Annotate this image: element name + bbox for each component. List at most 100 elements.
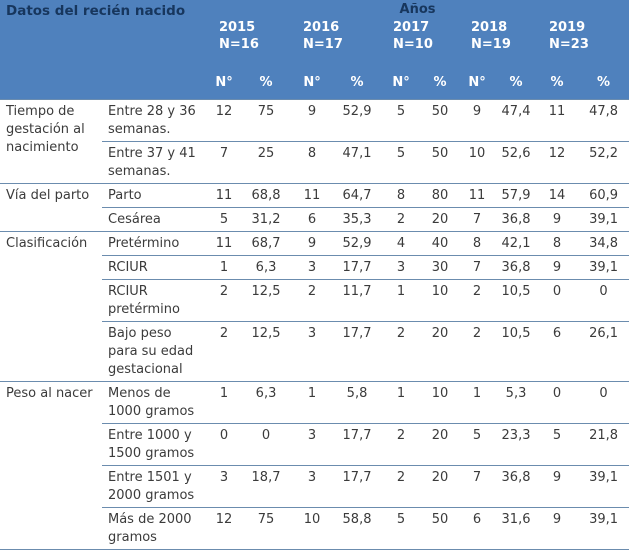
- col-header: N°: [458, 53, 497, 100]
- year-label: 2015: [219, 20, 256, 35]
- col-header: N°: [206, 53, 243, 100]
- value-cell: 5: [380, 141, 423, 184]
- table-row: Cesárea 5 31,2 6 35,3 2 20 7 36,8 9 39,1: [0, 207, 629, 232]
- value-cell: 3: [290, 423, 335, 466]
- value-cell: 52,6: [496, 141, 537, 184]
- year-n-label: N=23: [549, 37, 589, 52]
- value-cell: 9: [458, 99, 497, 142]
- table-title: Datos del recién nacido: [0, 0, 207, 100]
- value-cell: 12: [206, 99, 243, 142]
- row-label: Menos de 1000 gramos: [102, 381, 207, 424]
- value-cell: 7: [458, 207, 497, 232]
- value-cell: 39,1: [578, 207, 629, 232]
- table-row: Entre 37 y 41 semanas. 7 25 8 47,1 5 50 10 52,6 1…: [0, 141, 629, 184]
- value-cell: 18,7: [242, 465, 291, 508]
- value-cell: 5: [536, 423, 579, 466]
- value-cell: 2: [380, 207, 423, 232]
- value-cell: 7: [206, 141, 243, 184]
- value-cell: 11: [458, 183, 497, 208]
- value-cell: 2: [380, 321, 423, 382]
- value-cell: 8: [290, 141, 335, 184]
- value-cell: 6,3: [242, 381, 291, 424]
- value-cell: 7: [458, 465, 497, 508]
- row-label: Entre 28 y 36 semanas.: [102, 99, 207, 142]
- value-cell: 5,3: [496, 381, 537, 424]
- table-body: Tiempo de gestación al nacimiento Entre 2…: [0, 99, 629, 550]
- value-cell: 0: [578, 381, 629, 424]
- value-cell: 0: [578, 279, 629, 322]
- value-cell: 30: [422, 255, 459, 280]
- value-cell: 3: [290, 255, 335, 280]
- table-row: Bajo peso para su edad gestacional 2 12,5 3…: [0, 321, 629, 382]
- value-cell: 60,9: [578, 183, 629, 208]
- value-cell: 8: [536, 231, 579, 256]
- value-cell: 6: [458, 507, 497, 550]
- value-cell: 0: [536, 279, 579, 322]
- value-cell: 17,7: [334, 321, 381, 382]
- year-n-label: N=10: [393, 37, 433, 52]
- row-label: RCIUR pretérmino: [102, 279, 207, 322]
- value-cell: 0: [242, 423, 291, 466]
- value-cell: 52,9: [334, 231, 381, 256]
- year-label: 2017: [393, 20, 430, 35]
- table-row: Entre 1000 y 1500 gramos 0 0 3 17,7 2 20 5 23,3 5…: [0, 423, 629, 466]
- value-cell: 3: [206, 465, 243, 508]
- value-cell: 12,5: [242, 279, 291, 322]
- year-label: 2016: [303, 20, 340, 35]
- row-label: Pretérmino: [102, 231, 207, 256]
- row-label: Bajo peso para su edad gestacional: [102, 321, 207, 382]
- value-cell: 5: [380, 99, 423, 142]
- value-cell: 47,8: [578, 99, 629, 142]
- value-cell: 9: [536, 207, 579, 232]
- value-cell: 57,9: [496, 183, 537, 208]
- value-cell: 35,3: [334, 207, 381, 232]
- value-cell: 8: [380, 183, 423, 208]
- value-cell: 75: [242, 99, 291, 142]
- value-cell: 9: [290, 99, 335, 142]
- value-cell: 10: [422, 279, 459, 322]
- value-cell: 14: [536, 183, 579, 208]
- value-cell: 23,3: [496, 423, 537, 466]
- value-cell: 20: [422, 465, 459, 508]
- value-cell: 2: [380, 423, 423, 466]
- value-cell: 5: [206, 207, 243, 232]
- value-cell: 9: [536, 507, 579, 550]
- year-header-2015: 2015 N=16: [206, 19, 291, 53]
- year-label: 2019: [549, 20, 586, 35]
- value-cell: 2: [206, 279, 243, 322]
- value-cell: 7: [458, 255, 497, 280]
- col-header: %: [496, 53, 537, 100]
- table-header: Datos del recién nacido Años 2015 N=16 201…: [0, 0, 629, 100]
- value-cell: 2: [206, 321, 243, 382]
- years-row: 2015 N=16 2016 N=17 2017 N=10 2018 N=19 2019 N=23: [0, 19, 629, 53]
- value-cell: 39,1: [578, 507, 629, 550]
- value-cell: 1: [206, 255, 243, 280]
- value-cell: 21,8: [578, 423, 629, 466]
- value-cell: 10,5: [496, 321, 537, 382]
- group-label: Tiempo de gestación al nacimiento: [0, 99, 102, 184]
- row-label: Entre 37 y 41 semanas.: [102, 141, 207, 184]
- value-cell: 68,7: [242, 231, 291, 256]
- subheader-row: N°% N°% N°% N°%%%: [0, 53, 629, 100]
- table-row: Tiempo de gestación al nacimiento Entre 2…: [0, 99, 629, 184]
- value-cell: 6,3: [242, 255, 291, 280]
- value-cell: 5: [458, 423, 497, 466]
- value-cell: 80: [422, 183, 459, 208]
- value-cell: 12: [206, 507, 243, 550]
- value-cell: 68,8: [242, 183, 291, 208]
- year-header-2019: 2019 N=23: [536, 19, 629, 53]
- value-cell: 50: [422, 507, 459, 550]
- value-cell: 52,9: [334, 99, 381, 142]
- table-row: RCIUR 1 6,3 3 17,7 3 30 7 36,8 9 39,1: [0, 255, 629, 280]
- value-cell: 11,7: [334, 279, 381, 322]
- value-cell: 47,1: [334, 141, 381, 184]
- value-cell: 0: [206, 423, 243, 466]
- value-cell: 11: [206, 231, 243, 256]
- value-cell: 9: [290, 231, 335, 256]
- value-cell: 5,8: [334, 381, 381, 424]
- value-cell: 9: [536, 255, 579, 280]
- year-label: 2018: [471, 20, 508, 35]
- value-cell: 10: [290, 507, 335, 550]
- row-label: RCIUR: [102, 255, 207, 280]
